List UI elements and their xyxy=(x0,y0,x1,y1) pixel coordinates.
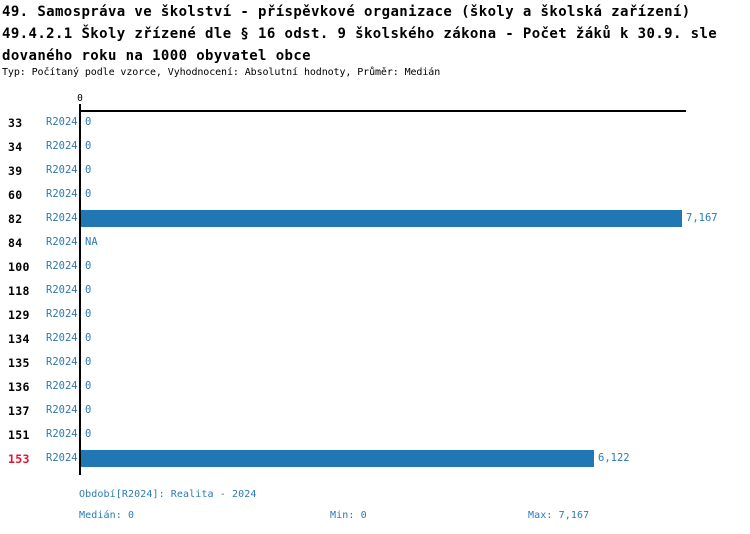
row-period-label: R2024 xyxy=(46,428,78,440)
row-period-label: R2024 xyxy=(46,164,78,176)
x-axis-tick-label: 0 xyxy=(77,93,83,104)
row-value-label: 0 xyxy=(85,284,92,296)
row-period-label: R2024 xyxy=(46,380,78,392)
y-axis-line xyxy=(79,104,81,475)
row-value-label: 0 xyxy=(85,380,92,392)
row-period-label: R2024 xyxy=(46,284,78,296)
period-legend: Období[R2024]: Realita - 2024 xyxy=(79,489,257,500)
chart-title-line-2: 49.4.2.1 Školy zřízené dle § 16 odst. 9 … xyxy=(2,26,718,42)
bar xyxy=(81,450,594,467)
row-category-label: 39 xyxy=(8,164,23,178)
row-value-label: 0 xyxy=(85,116,92,128)
row-value-label: 6,122 xyxy=(598,452,630,464)
row-period-label: R2024 xyxy=(46,452,78,464)
row-category-label: 118 xyxy=(8,284,30,298)
row-category-label: 129 xyxy=(8,308,30,322)
row-value-label: 0 xyxy=(85,260,92,272)
row-category-label: 60 xyxy=(8,188,23,202)
row-category-label: 33 xyxy=(8,116,23,130)
row-period-label: R2024 xyxy=(46,332,78,344)
row-period-label: R2024 xyxy=(46,308,78,320)
row-category-label: 137 xyxy=(8,404,30,418)
row-period-label: R2024 xyxy=(46,188,78,200)
row-value-label: NA xyxy=(85,236,98,248)
chart-title-line-3: dovaného roku na 1000 obyvatel obce xyxy=(2,48,312,64)
row-value-label: 0 xyxy=(85,404,92,416)
row-category-label: 134 xyxy=(8,332,30,346)
max-stat: Max: 7,167 xyxy=(528,510,590,521)
median-stat: Medián: 0 xyxy=(79,510,135,521)
row-period-label: R2024 xyxy=(46,140,78,152)
row-value-label: 0 xyxy=(85,140,92,152)
row-category-label: 82 xyxy=(8,212,23,226)
x-axis-line xyxy=(80,110,686,112)
chart-meta-line: Typ: Počítaný podle vzorce, Vyhodnocení:… xyxy=(2,67,441,78)
row-category-label: 136 xyxy=(8,380,30,394)
bar xyxy=(81,210,682,227)
row-value-label: 0 xyxy=(85,356,92,368)
row-period-label: R2024 xyxy=(46,116,78,128)
row-value-label: 0 xyxy=(85,188,92,200)
min-stat: Min: 0 xyxy=(330,510,367,521)
row-value-label: 0 xyxy=(85,308,92,320)
row-period-label: R2024 xyxy=(46,236,78,248)
row-value-label: 0 xyxy=(85,428,92,440)
row-category-label: 151 xyxy=(8,428,30,442)
row-category-label: 100 xyxy=(8,260,30,274)
row-category-label: 34 xyxy=(8,140,23,154)
row-value-label: 0 xyxy=(85,164,92,176)
row-period-label: R2024 xyxy=(46,260,78,272)
row-period-label: R2024 xyxy=(46,404,78,416)
row-category-label: 153 xyxy=(8,452,30,466)
row-period-label: R2024 xyxy=(46,212,78,224)
row-value-label: 0 xyxy=(85,332,92,344)
chart-title-line-1: 49. Samospráva ve školství - příspěvkové… xyxy=(2,4,691,20)
row-period-label: R2024 xyxy=(46,356,78,368)
row-value-label: 7,167 xyxy=(686,212,718,224)
row-category-label: 84 xyxy=(8,236,23,250)
row-category-label: 135 xyxy=(8,356,30,370)
